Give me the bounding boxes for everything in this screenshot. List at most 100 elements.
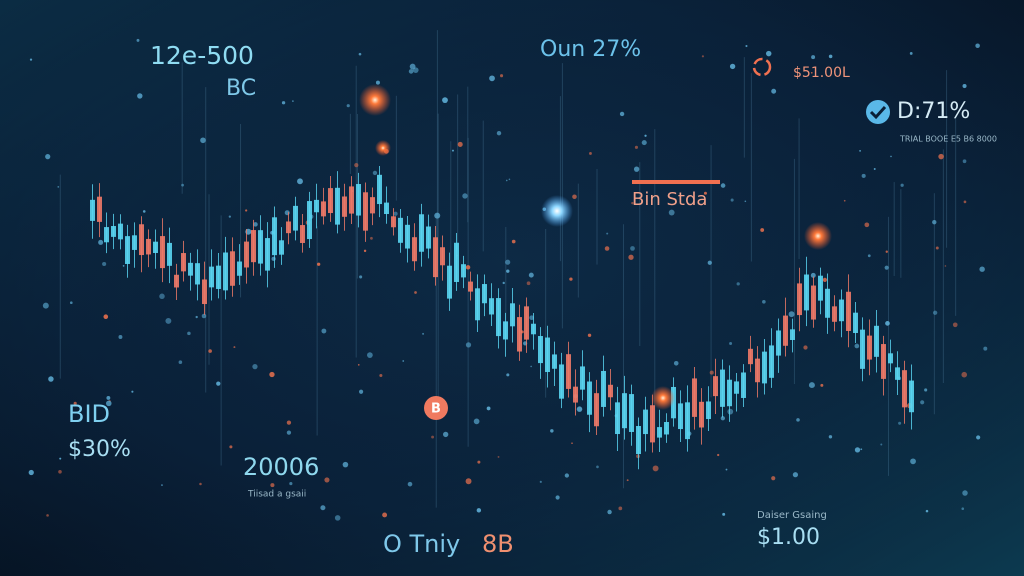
particle bbox=[457, 141, 463, 147]
particle bbox=[465, 265, 471, 270]
glow bbox=[651, 386, 675, 410]
ticker-value: 8B bbox=[482, 530, 514, 558]
candle-body bbox=[153, 241, 158, 254]
candle-body bbox=[195, 263, 200, 285]
candle-body bbox=[888, 353, 893, 364]
particle bbox=[363, 249, 367, 253]
particle bbox=[727, 408, 734, 415]
candle-body bbox=[279, 240, 284, 255]
candle-body bbox=[650, 405, 655, 443]
particle bbox=[508, 178, 511, 181]
glow bbox=[375, 140, 391, 156]
particle bbox=[359, 389, 364, 394]
candle-body bbox=[384, 202, 389, 215]
particle bbox=[69, 301, 73, 305]
particle bbox=[641, 140, 647, 146]
particle bbox=[200, 137, 206, 144]
tag-bar bbox=[632, 180, 720, 184]
particle bbox=[324, 477, 330, 483]
candle-body bbox=[895, 367, 900, 380]
particle bbox=[414, 291, 417, 294]
candle-body bbox=[482, 284, 487, 304]
candle-body bbox=[909, 380, 914, 413]
particle bbox=[607, 509, 612, 515]
candle-body bbox=[146, 238, 151, 255]
particle bbox=[402, 360, 405, 362]
particle bbox=[286, 430, 292, 435]
particle bbox=[321, 328, 327, 334]
small-text: TRIAL BOOE E5 B6 8000 bbox=[899, 135, 997, 144]
particle bbox=[668, 209, 675, 216]
candle-body bbox=[643, 409, 648, 435]
candle-body bbox=[209, 266, 214, 288]
candle-body bbox=[860, 329, 865, 369]
particle bbox=[720, 416, 725, 421]
particle bbox=[201, 313, 207, 319]
particle bbox=[864, 222, 870, 228]
candle-body bbox=[881, 344, 886, 379]
particle bbox=[707, 260, 712, 265]
particle bbox=[983, 346, 988, 351]
candle-body bbox=[552, 354, 557, 369]
candle-body bbox=[769, 345, 774, 378]
candle-body bbox=[293, 205, 298, 231]
small-text: Tiisad a gsaii bbox=[247, 490, 306, 500]
particle bbox=[898, 421, 902, 425]
candle-body bbox=[377, 174, 382, 205]
particle bbox=[48, 376, 54, 382]
candle-body bbox=[755, 358, 760, 383]
candlestick-art bbox=[90, 165, 914, 470]
candle-body bbox=[230, 251, 235, 286]
candle-body bbox=[405, 224, 410, 249]
stat: D:71% bbox=[897, 99, 970, 124]
candle-body bbox=[713, 376, 718, 397]
particle bbox=[500, 74, 504, 78]
particle bbox=[900, 183, 904, 187]
candle-body bbox=[111, 226, 116, 237]
particle bbox=[497, 455, 500, 458]
candle-body bbox=[398, 217, 403, 243]
candle-body bbox=[391, 216, 396, 228]
particle bbox=[604, 246, 610, 251]
candle-body bbox=[615, 402, 620, 435]
candle-body bbox=[300, 225, 305, 243]
candle-body bbox=[825, 288, 830, 318]
candle-body bbox=[538, 336, 543, 364]
candle-body bbox=[419, 214, 424, 252]
particle bbox=[961, 507, 965, 511]
candle-body bbox=[545, 337, 550, 373]
particle bbox=[372, 170, 378, 176]
candle-body bbox=[685, 402, 690, 440]
particle bbox=[393, 211, 398, 216]
particle bbox=[159, 293, 165, 300]
particle bbox=[379, 373, 383, 378]
particle bbox=[357, 364, 360, 366]
candle-body bbox=[363, 192, 368, 231]
particle bbox=[788, 311, 795, 318]
particle bbox=[760, 228, 765, 232]
candle-body bbox=[475, 288, 480, 321]
candle-body bbox=[237, 261, 242, 276]
particle bbox=[28, 469, 34, 476]
particle bbox=[289, 482, 293, 486]
particle bbox=[854, 343, 860, 349]
particle bbox=[511, 239, 516, 244]
candle-body bbox=[608, 384, 613, 398]
candle-body bbox=[524, 306, 529, 340]
particle bbox=[703, 191, 707, 195]
particle bbox=[822, 277, 827, 282]
particle bbox=[370, 236, 373, 240]
candle-body bbox=[314, 199, 319, 213]
particle bbox=[530, 365, 532, 368]
particle bbox=[506, 269, 510, 273]
particle bbox=[496, 130, 502, 136]
coin-label: B bbox=[431, 402, 441, 417]
particle bbox=[725, 468, 728, 471]
candle-body bbox=[307, 201, 312, 240]
candle-body bbox=[440, 247, 445, 266]
particle bbox=[952, 322, 958, 328]
particle bbox=[909, 52, 913, 55]
particle bbox=[828, 54, 833, 59]
candle-body bbox=[132, 235, 137, 250]
particle bbox=[910, 458, 916, 465]
